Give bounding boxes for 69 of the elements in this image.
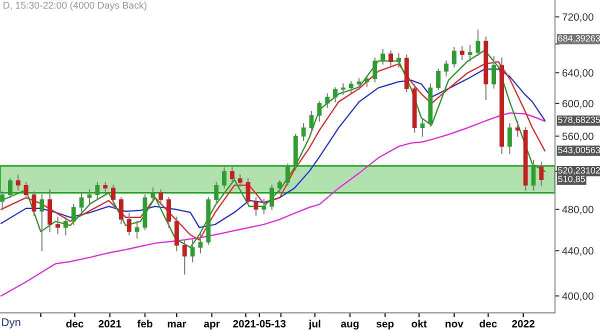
candlestick [24,182,28,198]
candlestick [246,178,250,205]
candlestick [420,118,425,137]
candlestick [333,87,338,102]
y-tick-label: 720,00 [562,13,594,22]
candlestick [56,216,60,234]
candlestick [182,239,187,274]
annotation: 510,85 [558,176,586,184]
candlestick [63,216,68,236]
candlestick [238,174,242,187]
text: Dyn [2,318,20,328]
chart-title: D, 15:30-22:00 (4000 Days Back) [4,2,146,11]
candlestick [515,120,520,137]
candlestick [507,123,512,154]
y-tick-label: 480,00 [562,206,594,214]
candlestick [396,53,401,68]
line-series [0,112,546,297]
candlestick [444,60,448,76]
candlestick [262,199,266,214]
candlestick [134,220,140,238]
annotation: 543,00563 [558,146,600,154]
y-tick-label: 640,00 [562,69,594,78]
x-tick-label: aug [341,322,359,330]
x-tick-label: 2021-05-13 [233,320,286,328]
y-tick-label: 600,00 [562,100,594,109]
candlestick [325,93,330,108]
candlestick [103,182,108,196]
x-tick-label: dec [480,320,497,328]
candlestick [309,110,314,132]
candlestick [539,162,544,186]
y-tick-label: 440,00 [562,247,594,256]
x-tick-label: 2021 [98,320,122,328]
x-tick-label: 2022 [512,320,534,328]
candlestick [372,58,378,82]
candlestick [230,167,234,183]
candlestick [118,197,124,224]
x-tick-label: mar [168,322,186,328]
candlestick [71,204,76,225]
candlestick [356,78,362,90]
text: 684,39263 [558,35,600,43]
candlestick [492,56,496,88]
candlestick [436,68,441,90]
x-tick-label: jul [308,320,320,330]
candlestick [348,81,354,94]
x-tick-label: dec [66,320,84,328]
annotation: 578,68235 [558,116,600,124]
candlestick [460,46,464,60]
y-tick-label: 560,00 [562,132,594,142]
candlestick [174,216,179,252]
candlestick [388,50,393,66]
annotation: 520,23102 [558,167,600,175]
x-tick-label: feb [137,320,152,328]
candlestick [317,101,322,122]
candlestick [32,191,36,216]
candlestick [166,197,171,228]
y-tick-label: 400,00 [562,292,594,302]
candlestick [452,46,456,68]
candlestick [16,174,20,191]
x-tick-label: okt [412,320,427,328]
x-tick-label: apr [204,322,220,330]
candlestick [254,197,258,216]
candlestick [301,123,306,141]
candlestick [364,75,370,87]
x-tick-label: sep [376,322,394,330]
candlestick [158,189,164,205]
candlestick [111,184,116,208]
candlestick [126,212,132,236]
candlestick [340,83,346,95]
x-tick-label: nov [446,322,464,328]
